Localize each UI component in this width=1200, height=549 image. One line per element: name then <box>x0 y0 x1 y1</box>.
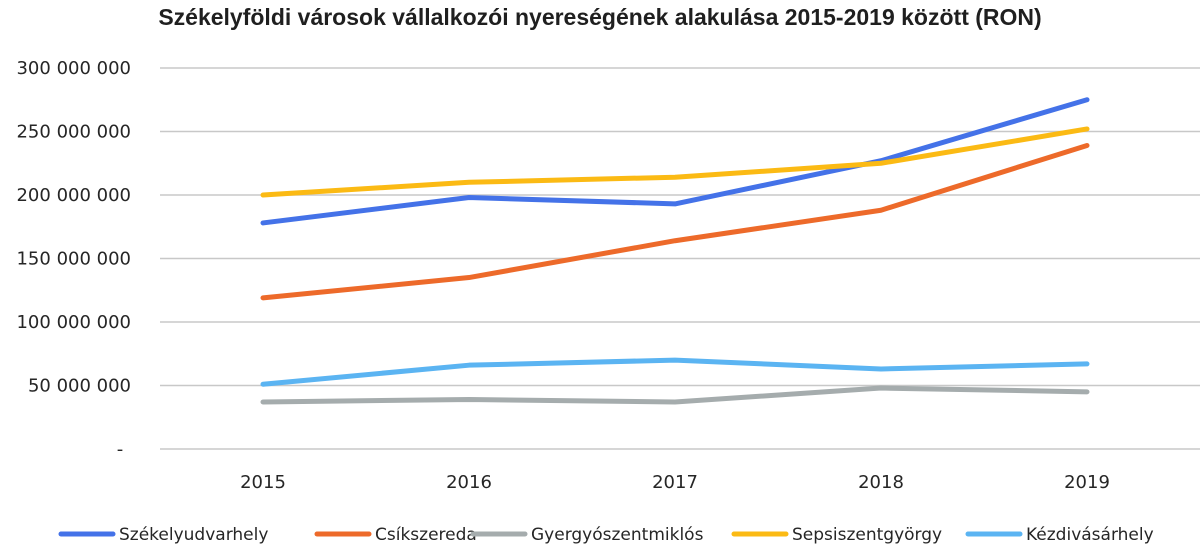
series-line-gyergyoszentmiklos <box>260 385 1090 405</box>
y-axis-tick-labels: - 50 000 000 100 000 000 150 000 000 200 000… <box>16 58 131 460</box>
x-tick-label: 2017 <box>652 472 698 493</box>
series-line-sepsiszentgyorgy <box>260 126 1090 198</box>
y-tick-label: 150 000 000 <box>16 249 131 270</box>
series-line-szekelyudvarhely <box>260 97 1090 226</box>
series-line-kezdivasarhely <box>260 357 1090 387</box>
gridlines <box>160 67 1200 450</box>
x-axis-tick-labels: 2015 2016 2017 2018 2019 <box>240 472 1110 493</box>
legend-label: Gyergyószentmiklós <box>531 525 704 545</box>
y-tick-label: 100 000 000 <box>16 312 131 333</box>
x-tick-label: 2019 <box>1064 472 1110 493</box>
y-tick-label: 50 000 000 <box>28 376 131 397</box>
y-tick-label: 200 000 000 <box>16 185 131 206</box>
legend: Székelyudvarhely Csíkszereda Gyergyószentm… <box>58 525 1154 545</box>
series-lines <box>260 97 1090 405</box>
legend-label: Kézdivásárhely <box>1026 525 1154 545</box>
legend-label: Sepsiszentgyörgy <box>792 525 942 545</box>
x-tick-label: 2018 <box>858 472 904 493</box>
y-tick-label: 250 000 000 <box>16 122 131 143</box>
legend-label: Csíkszereda <box>375 525 477 545</box>
legend-label: Székelyudvarhely <box>119 525 268 545</box>
y-tick-label: - <box>117 439 124 460</box>
chart-title: Székelyföldi városok vállalkozói nyeresé… <box>158 4 1041 30</box>
x-tick-label: 2015 <box>240 472 286 493</box>
x-tick-label: 2016 <box>446 472 492 493</box>
series-line-csikszereda <box>260 142 1090 301</box>
y-tick-label: 300 000 000 <box>16 58 131 79</box>
